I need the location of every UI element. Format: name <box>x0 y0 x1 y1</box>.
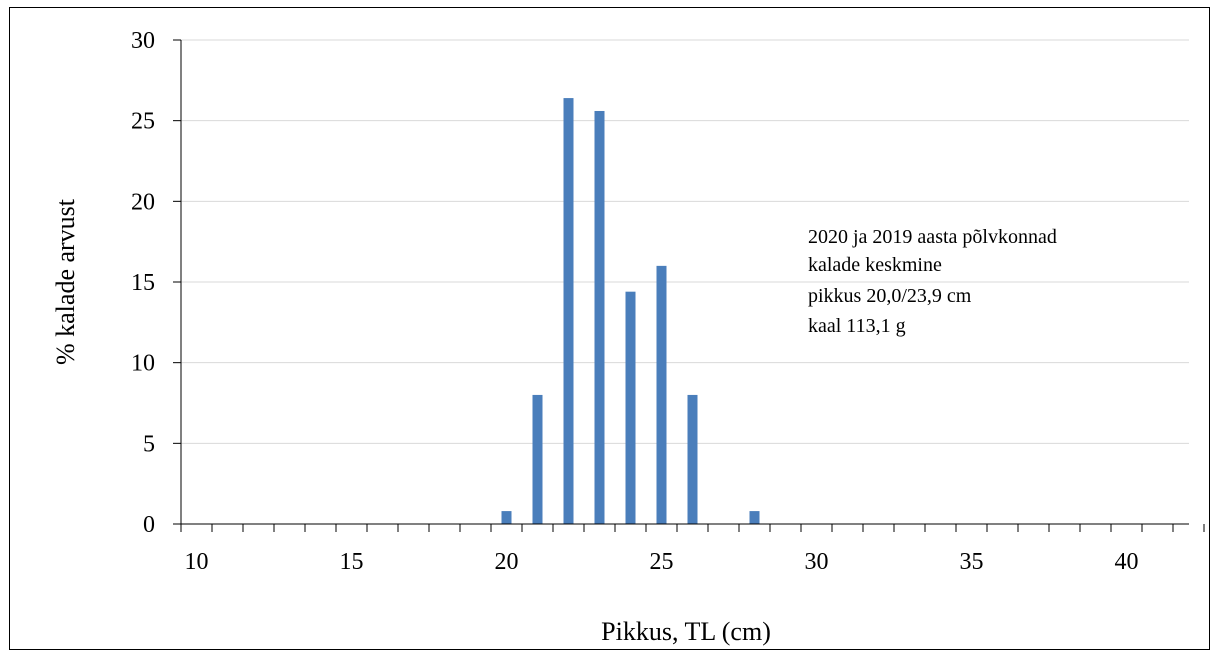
gridlines <box>181 39 1189 444</box>
bar <box>749 511 760 524</box>
x-tick-label: 30 <box>805 549 829 575</box>
bar <box>625 291 636 524</box>
bar <box>563 98 574 524</box>
x-tick-label: 40 <box>1115 549 1139 575</box>
y-tick-label: 20 <box>131 189 155 215</box>
ticks <box>173 39 1205 532</box>
tick-labels: 0 5 10 15 20 25 30 10 15 20 25 30 35 40 <box>131 28 1139 575</box>
x-tick-label: 20 <box>495 549 519 575</box>
x-axis-title: Pikkus, TL (cm) <box>601 617 771 646</box>
y-tick-label: 30 <box>131 28 155 54</box>
bars <box>501 98 760 524</box>
bar <box>656 265 667 524</box>
bar <box>594 110 605 524</box>
annotation-line-1: 2020 ja 2019 aasta põlvkonnad <box>808 226 1057 248</box>
x-tick-label: 10 <box>185 549 209 575</box>
bar <box>501 511 512 524</box>
x-tick-label: 15 <box>340 549 364 575</box>
annotation-line-4: kaal 113,1 g <box>808 315 906 337</box>
y-axis-title: % kalade arvust <box>51 198 80 365</box>
bar <box>687 394 698 524</box>
bar <box>532 394 543 524</box>
annotation: 2020 ja 2019 aasta põlvkonnad kalade kes… <box>808 226 1057 337</box>
y-tick-label: 0 <box>143 512 155 538</box>
y-tick-label: 25 <box>131 109 155 135</box>
y-tick-label: 10 <box>131 351 155 377</box>
annotation-line-2: kalade keskmine <box>808 254 942 276</box>
y-tick-label: 15 <box>131 270 155 296</box>
y-tick-label: 5 <box>143 431 155 457</box>
chart-frame <box>9 7 1210 650</box>
x-tick-label: 35 <box>960 549 984 575</box>
annotation-line-3: pikkus 20,0/23,9 cm <box>808 285 972 307</box>
x-tick-label: 25 <box>650 549 674 575</box>
